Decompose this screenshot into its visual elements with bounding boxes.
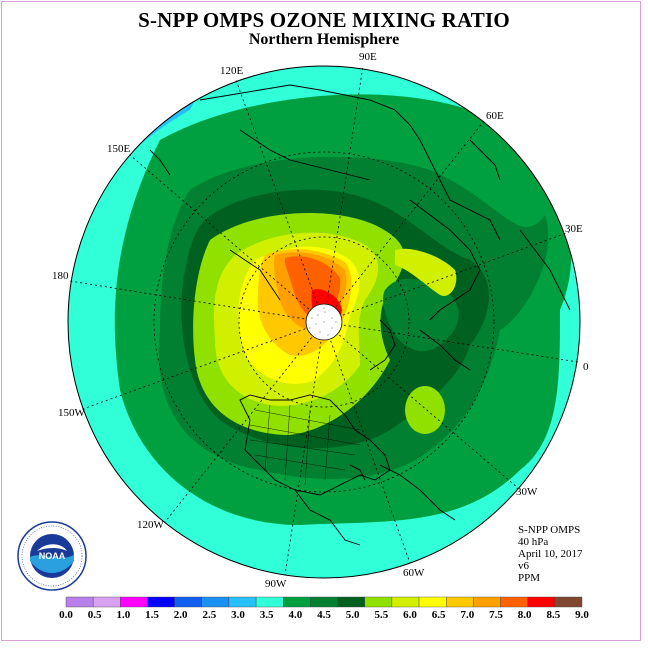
noaa-logo: NOAA bbox=[17, 521, 87, 591]
siberia-inner-coast bbox=[239, 129, 371, 181]
lon-label-0: 0 bbox=[583, 361, 589, 373]
lon-label-180: 180 bbox=[52, 270, 69, 282]
colorbar-tick-label: 4.5 bbox=[317, 609, 331, 621]
colorbar-tick-label: 6.5 bbox=[431, 609, 446, 621]
asia-coast bbox=[199, 84, 501, 241]
field-55-60-patch bbox=[405, 386, 445, 434]
lon-label-120w: 120W bbox=[137, 519, 165, 531]
colorbar-swatch bbox=[364, 596, 393, 608]
colorbar-tick-label: 9.0 bbox=[575, 609, 589, 621]
figure-frame bbox=[1, 1, 641, 641]
map-boundary bbox=[67, 65, 581, 579]
logo-bird bbox=[37, 544, 67, 551]
colorbar-tick-label: 1.5 bbox=[145, 609, 159, 621]
graticule bbox=[69, 65, 579, 576]
middle-east-coast bbox=[469, 139, 501, 181]
florida-coast bbox=[349, 464, 366, 481]
map-title: S-NPP OMPS OZONE MIXING RATIO bbox=[138, 8, 510, 32]
longitude-labels: 90E 60E 30E 0 30W 60W 90W 120W 150W 180 … bbox=[52, 51, 589, 590]
colorbar-swatch bbox=[174, 596, 202, 608]
central-america-coast bbox=[294, 489, 361, 546]
colorbar-swatch bbox=[92, 596, 121, 608]
colorbar-tick-label: 0.0 bbox=[59, 609, 73, 621]
map-subtitle: Northern Hemisphere bbox=[248, 31, 400, 48]
colorbar-swatch bbox=[147, 596, 175, 608]
colorbar-swatch bbox=[446, 596, 474, 608]
lon-label-60e: 60E bbox=[486, 110, 504, 122]
colorbar-swatch bbox=[228, 596, 257, 608]
lon-label-150w: 150W bbox=[58, 407, 86, 419]
colorbar-swatch bbox=[418, 596, 447, 608]
colorbar-swatch bbox=[283, 596, 311, 608]
lon-label-30e: 30E bbox=[565, 223, 583, 235]
scandinavia-coast bbox=[419, 329, 471, 371]
meridian-90e bbox=[323, 65, 364, 323]
kamchatka-coast bbox=[149, 149, 171, 176]
alaska-coast bbox=[229, 249, 281, 301]
colorbar-tick-label: 2.5 bbox=[202, 609, 217, 621]
colorbar-swatch bbox=[120, 596, 148, 608]
colorbar-swatch bbox=[65, 596, 94, 608]
colorbar-tick-label: 6.0 bbox=[403, 609, 417, 621]
colorbar-tick-label: 5.5 bbox=[374, 609, 389, 621]
colorbar-tick-label: 3.5 bbox=[259, 609, 274, 621]
colorbar-tick-label: 7.0 bbox=[460, 609, 475, 621]
colorbar-swatch bbox=[391, 596, 420, 608]
greenland-coast bbox=[369, 319, 396, 371]
colorbar-tick-label: 4.0 bbox=[288, 609, 303, 621]
colorbar-tick-label: 7.5 bbox=[489, 609, 503, 621]
colorbar-swatch bbox=[310, 596, 338, 608]
lon-label-90e: 90E bbox=[359, 51, 377, 63]
logo-wordmark: NOAA bbox=[39, 551, 66, 561]
info-units: PPM bbox=[518, 572, 541, 584]
state-grid bbox=[249, 404, 361, 486]
colorbar-swatch bbox=[527, 596, 556, 608]
info-level: 40 hPa bbox=[518, 536, 549, 548]
colorbar-tick-label: 0.5 bbox=[87, 609, 102, 621]
colorbar-swatch bbox=[201, 596, 230, 608]
meridian-30e bbox=[323, 231, 570, 323]
colorbar-tick-label: 5.0 bbox=[345, 609, 360, 621]
colorbar-swatch bbox=[255, 596, 284, 608]
africa-coast bbox=[519, 229, 571, 311]
colorbar-ticks: 0.0 0.5 1.0 1.5 2.0 2.5 3.0 3.5 4.0 4.5 5.0 5.5 6.0 6… bbox=[59, 609, 590, 623]
meridian-150w bbox=[79, 321, 325, 411]
lon-label-90w: 90W bbox=[265, 578, 287, 590]
field-60-65-patch bbox=[395, 248, 457, 296]
colorbar-tick-label: 1.0 bbox=[116, 609, 131, 621]
info-date: April 10, 2017 bbox=[518, 548, 583, 560]
colorbar-swatch bbox=[473, 596, 501, 608]
europe-coast bbox=[409, 199, 481, 321]
field-45-50-low bbox=[382, 278, 459, 352]
info-version: v6 bbox=[518, 560, 529, 572]
logo-text-ring bbox=[21, 525, 83, 587]
coastlines bbox=[149, 84, 571, 546]
polar-gap-stipple bbox=[309, 307, 337, 336]
colorbar-swatch bbox=[554, 596, 583, 608]
lon-label-60w: 60W bbox=[403, 567, 425, 579]
atlantic-coast bbox=[379, 464, 456, 521]
us-state-borders bbox=[249, 404, 361, 486]
colorbar-tick-label: 8.5 bbox=[546, 609, 561, 621]
colorbar-tick-label: 3.0 bbox=[231, 609, 245, 621]
colorbar-swatch bbox=[500, 596, 528, 608]
latitude-circle-60 bbox=[238, 236, 410, 408]
lon-label-120e: 120E bbox=[220, 65, 244, 77]
lon-label-150e: 150E bbox=[107, 143, 131, 155]
colorbar-swatch bbox=[337, 596, 365, 608]
lon-label-30w: 30W bbox=[516, 486, 538, 498]
latitude-circle-30 bbox=[153, 151, 495, 493]
product-info: S-NPP OMPS 40 hPa April 10, 2017 v6 PPM bbox=[518, 524, 582, 584]
logo-wave bbox=[30, 555, 74, 573]
colorbar-tick-label: 2.0 bbox=[173, 609, 188, 621]
colorbar-tick-label: 8.0 bbox=[517, 609, 532, 621]
colorbar bbox=[65, 596, 583, 608]
info-instrument: S-NPP OMPS bbox=[518, 524, 581, 536]
